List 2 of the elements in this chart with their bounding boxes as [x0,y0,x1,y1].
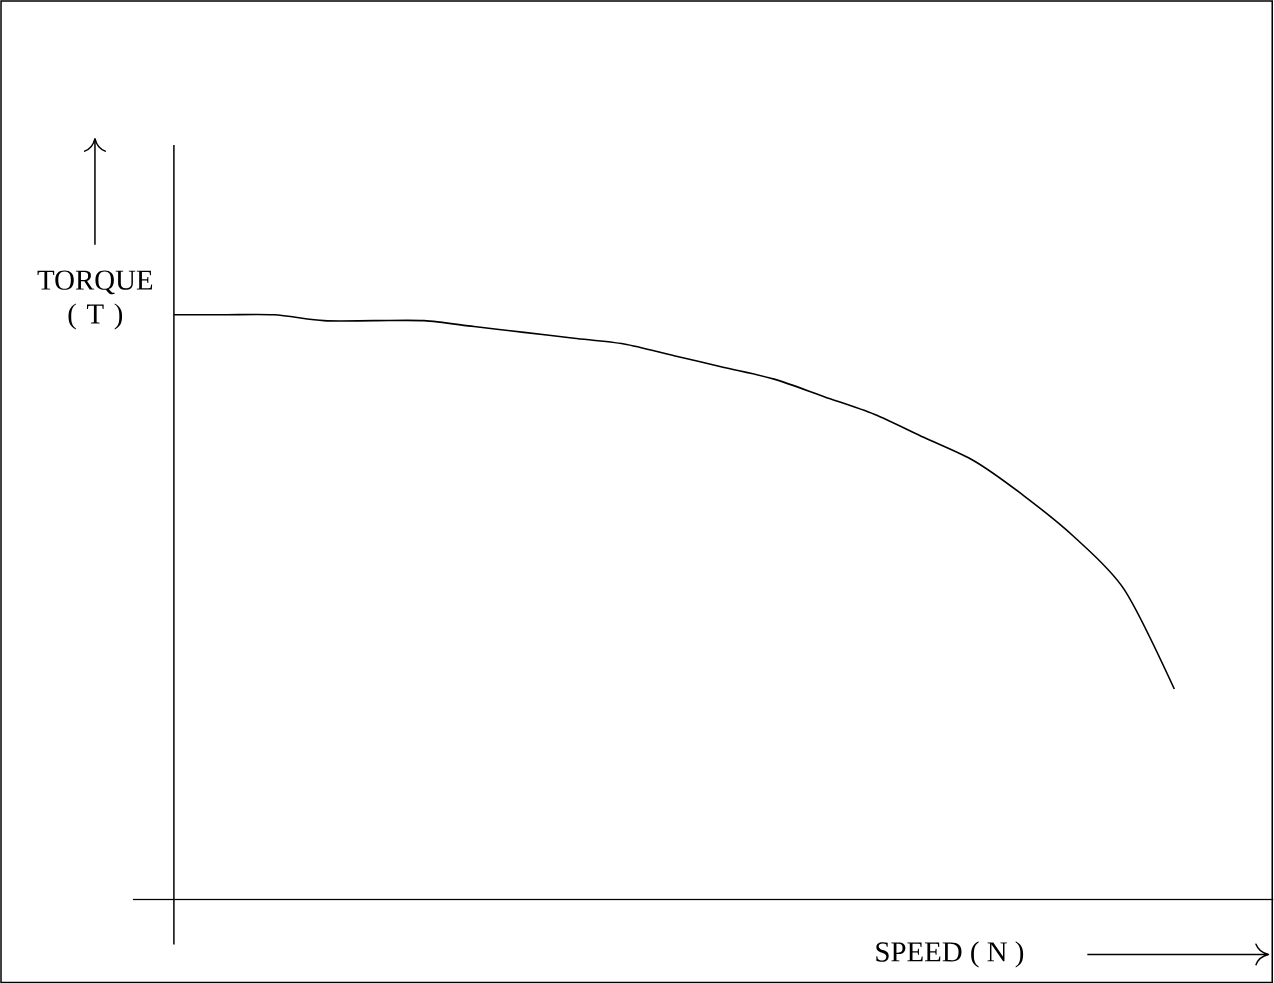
y-axis-title: TORQUE ( T ) [37,270,153,330]
x-axis-title: SPEED ( N ) [876,941,1024,968]
